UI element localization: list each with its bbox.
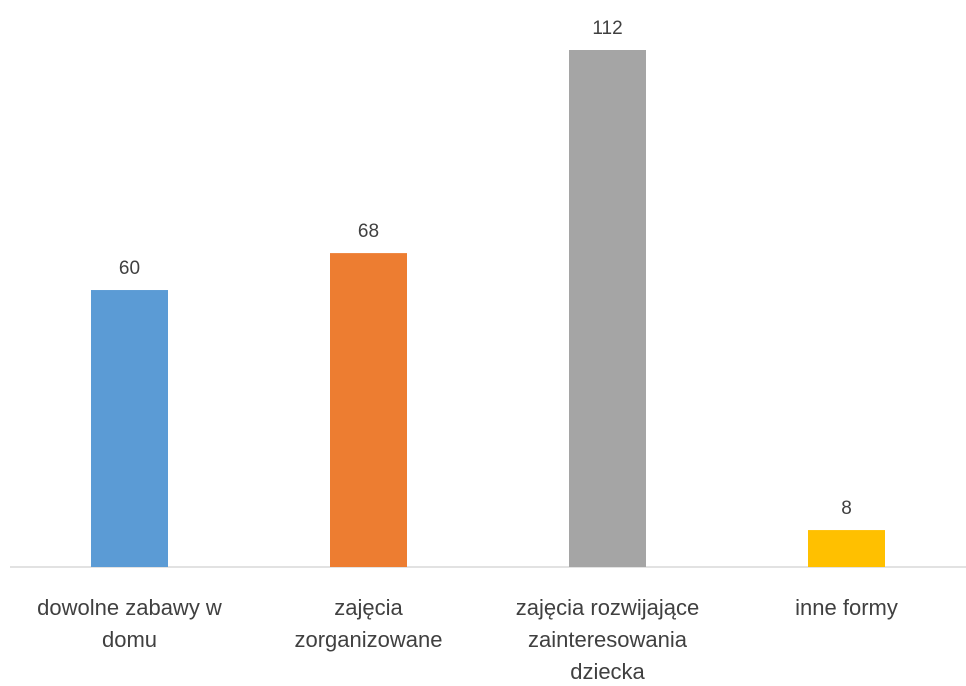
- x-tick-label: zajęcia rozwijające zainteresowania dzie…: [515, 595, 700, 684]
- data-label: 112: [592, 18, 622, 39]
- data-label: 8: [841, 498, 852, 519]
- data-label: 60: [119, 258, 140, 279]
- bar: [808, 530, 885, 567]
- x-tick-label: inne formy: [795, 595, 898, 620]
- x-tick-label: dowolne zabawy w domu: [37, 595, 222, 652]
- bar: [91, 290, 168, 567]
- x-tick-label: zajęcia zorganizowane: [294, 595, 443, 652]
- bar: [569, 50, 646, 567]
- data-label: 68: [358, 221, 379, 242]
- bar: [330, 253, 407, 567]
